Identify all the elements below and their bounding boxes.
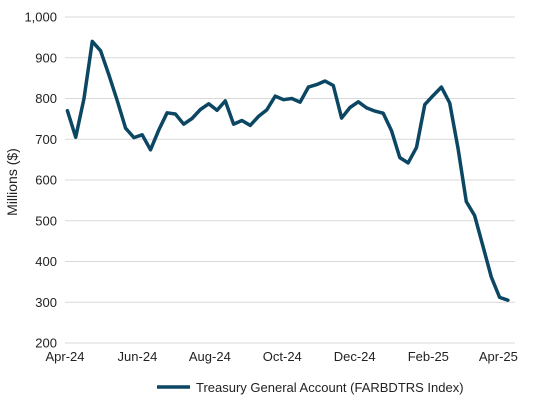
- x-tick-label: Oct-24: [263, 349, 302, 364]
- y-axis-ticks: 200 300 400 500 600 700 800 900 1,000: [24, 10, 57, 351]
- y-tick-label: 400: [35, 254, 57, 269]
- series-layer: [65, 39, 510, 302]
- x-tick-label: Feb-25: [408, 349, 449, 364]
- x-tick-label: Apr-25: [479, 349, 518, 364]
- x-tick-label: Aug-24: [189, 349, 231, 364]
- legend-label: Treasury General Account (FARBDTRS Index…: [196, 380, 464, 395]
- x-tick-label: Dec-24: [334, 349, 376, 364]
- y-tick-label: 800: [35, 91, 57, 106]
- y-tick-label: 200: [35, 336, 57, 351]
- y-tick-label: 500: [35, 213, 57, 228]
- x-axis-ticks: Apr-24 Jun-24 Aug-24 Oct-24 Dec-24 Feb-25 Apr-…: [45, 349, 517, 364]
- y-tick-label: 300: [35, 295, 57, 310]
- gridlines: [65, 16, 515, 344]
- y-tick-label: 900: [35, 50, 57, 65]
- y-tick-label: 600: [35, 173, 57, 188]
- y-tick-label: 700: [35, 132, 57, 147]
- y-tick-label: 1,000: [24, 10, 57, 25]
- x-tick-label: Jun-24: [118, 349, 158, 364]
- series-line: [65, 39, 510, 302]
- x-tick-label: Apr-24: [45, 349, 84, 364]
- legend: Treasury General Account (FARBDTRS Index…: [157, 380, 464, 395]
- y-axis-title: Millions ($): [4, 148, 20, 216]
